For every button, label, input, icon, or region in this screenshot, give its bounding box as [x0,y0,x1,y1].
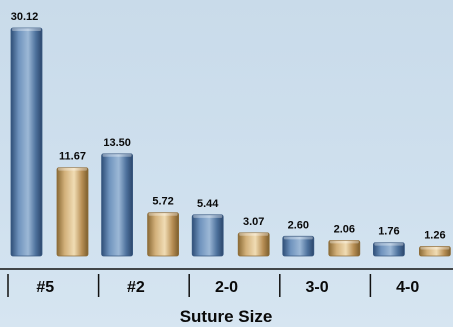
value-label-0-4: 1.76 [378,226,399,238]
bar-series2-3 [328,240,361,257]
category-labels-group: #5 #2 2-0 3-0 4-0 [36,279,419,296]
value-label-1-4: 1.26 [424,229,445,241]
category-label-4: 4-0 [396,279,419,296]
category-label-3: 3-0 [306,279,329,296]
bar-cap-0-1 [102,153,132,157]
value-label-1-1: 5.72 [152,196,173,208]
bar-series1-0 [10,27,43,257]
category-label-2: 2-0 [215,279,238,296]
value-label-0-2: 5.44 [197,198,219,210]
bar-cap-0-2 [193,214,223,218]
bar-series2-4 [418,246,451,257]
bar-series2-1 [147,212,180,257]
x-axis-label: Suture Size [180,307,273,326]
value-label-1-2: 3.07 [243,216,264,228]
value-label-0-3: 2.60 [288,219,309,231]
value-label-0-1: 13.50 [103,137,131,149]
bar-cap-1-0 [58,167,87,171]
bar-cap-1-3 [329,240,359,244]
bar-cap-0-3 [283,236,313,240]
bar-cap-0-4 [374,242,404,246]
bar-series2-2 [237,232,270,257]
category-label-0: #5 [36,279,54,296]
bar-series2-0 [56,167,89,257]
category-label-1: #2 [127,279,145,296]
value-label-1-0: 11.67 [59,151,86,163]
bar-series1-4 [372,242,405,257]
bar-cap-1-2 [239,232,269,236]
bars-group [10,27,451,257]
bar-series1-3 [282,235,315,257]
value-label-0-0: 30.12 [11,11,39,23]
bar-cap-0-0 [12,28,41,31]
bar-cap-1-1 [148,212,178,216]
category-dividers [7,274,372,297]
bar-series1-1 [101,153,133,257]
bar-series1-2 [191,214,224,257]
bar-cap-1-4 [420,246,450,250]
value-label-1-3: 2.06 [334,223,355,235]
value-labels-group: 30.12 11.67 13.50 5.72 5.44 3.07 2.60 2.06 1.76 1… [11,11,446,241]
